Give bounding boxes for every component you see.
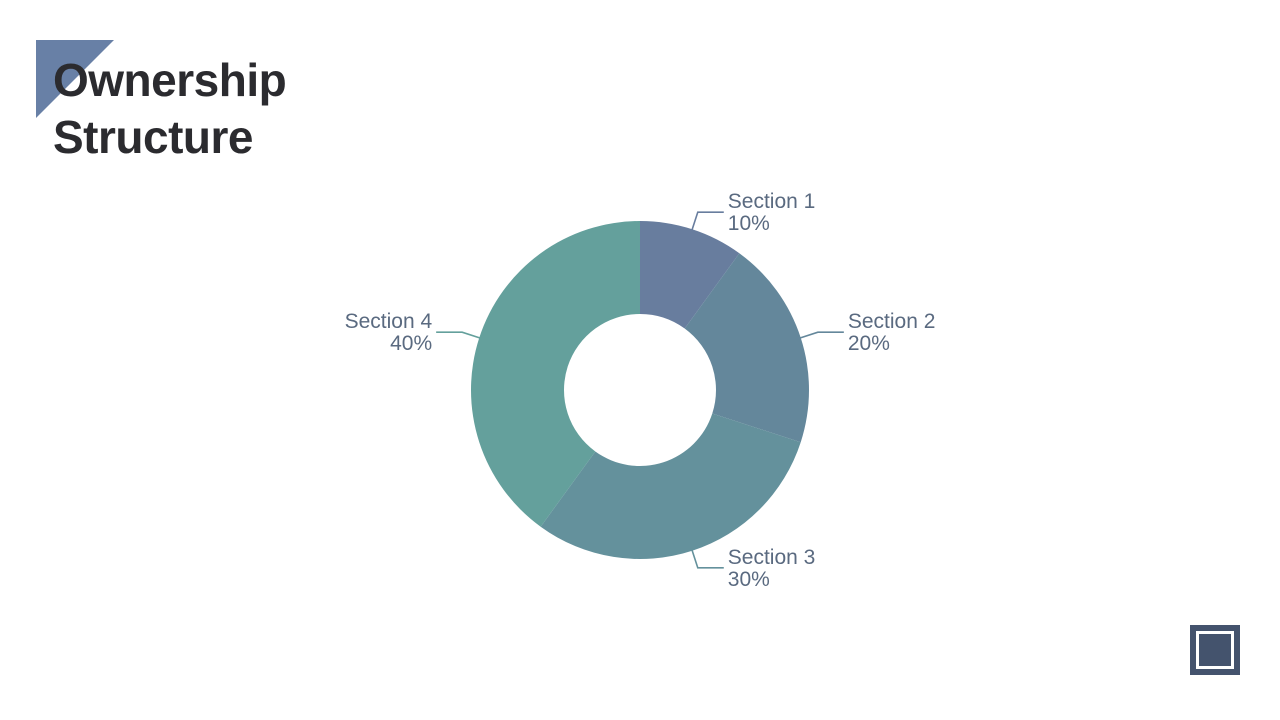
slice-label-name-1: Section 1: [728, 190, 816, 213]
slice-labels: Section 110% Section 220% Section 330% Sect…: [345, 190, 936, 591]
leader-line-1: [690, 211, 724, 234]
slice-label-value-1: 10%: [728, 212, 770, 235]
slide-title: Ownership Structure: [53, 52, 287, 166]
donut-slice-4: [470, 221, 640, 527]
slice-label-value-2: 20%: [848, 332, 890, 355]
slice-label-value-4: 40%: [390, 332, 432, 355]
donut-slice-2: [684, 253, 810, 443]
donut-slice-1: [640, 221, 740, 329]
donut-slice-3: [540, 413, 801, 559]
corner-accent-triangle: [36, 40, 114, 118]
slice-label-value-3: 30%: [728, 568, 770, 591]
leader-line-2: [796, 331, 844, 340]
slice-label-name-3: Section 3: [728, 546, 816, 569]
square-frame-icon[interactable]: [1190, 625, 1240, 675]
slide-title-line-1: Ownership: [53, 54, 287, 106]
leader-lines: [436, 211, 844, 569]
slice-label-name-4: Section 4: [345, 310, 433, 333]
slide-title-line-2: Structure: [53, 111, 253, 163]
donut-slices: [470, 221, 810, 559]
leader-line-4: [436, 331, 484, 340]
slice-label-name-2: Section 2: [848, 310, 936, 333]
leader-line-3: [690, 546, 724, 569]
